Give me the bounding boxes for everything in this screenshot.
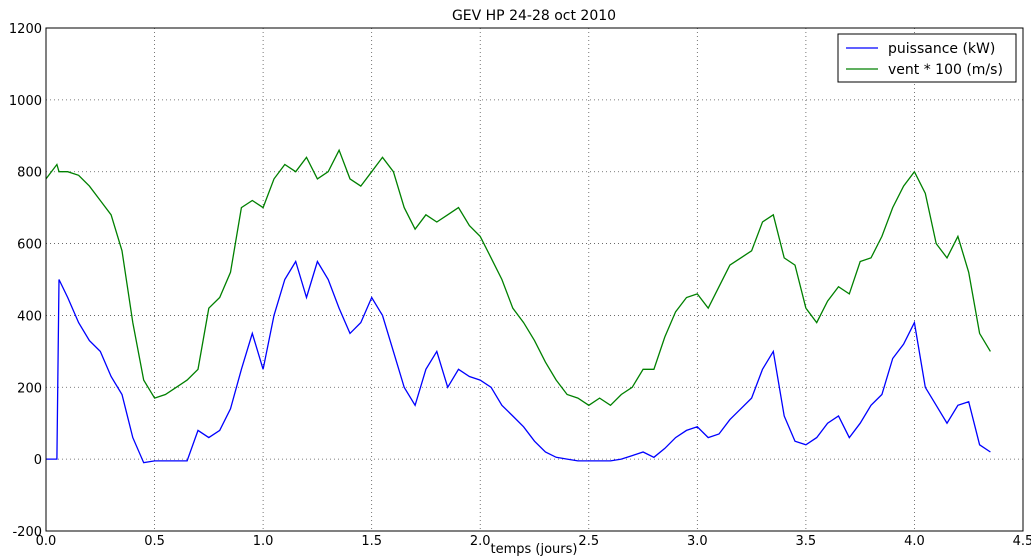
x-tick-label: 4.5	[1013, 534, 1031, 549]
x-tick-label: 0.0	[36, 534, 57, 549]
y-tick-label: 400	[17, 309, 42, 324]
x-axis-label: temps (jours)	[491, 542, 578, 557]
legend-label: puissance (kW)	[888, 41, 995, 57]
x-tick-label: 4.0	[904, 534, 925, 549]
x-tick-label: 2.5	[578, 534, 599, 549]
chart-title: GEV HP 24-28 oct 2010	[452, 8, 616, 24]
y-tick-label: 1200	[9, 22, 42, 37]
x-tick-label: 1.0	[253, 534, 274, 549]
y-tick-label: 1000	[9, 94, 42, 109]
y-tick-label: 800	[17, 166, 42, 181]
plot-frame	[45, 27, 1024, 532]
data-line	[45, 148, 991, 407]
x-tick-label: 1.5	[361, 534, 382, 549]
y-tick-label: 0	[34, 453, 42, 468]
x-tick-label: 3.5	[796, 534, 817, 549]
x-tick-label: 0.5	[144, 534, 165, 549]
x-tick-label: 3.0	[687, 534, 708, 549]
y-tick-label: 200	[17, 381, 42, 396]
data-line	[46, 259, 991, 464]
y-tick-label: 600	[17, 238, 42, 253]
legend-label: vent * 100 (m/s)	[888, 62, 1003, 78]
y-tick-label: -200	[12, 525, 42, 540]
x-tick-label: 2.0	[470, 534, 491, 549]
legend-box	[837, 33, 1017, 83]
